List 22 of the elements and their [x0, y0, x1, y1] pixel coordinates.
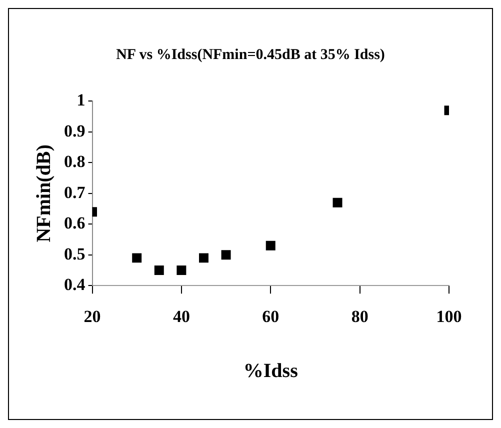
y-tick-label: 0.7: [64, 182, 86, 202]
point: [176, 265, 186, 275]
y-tick-label: 0.9: [64, 121, 86, 140]
point: [221, 250, 231, 260]
y-tick-label: 0.8: [64, 152, 86, 172]
x-tick-label: 100: [436, 307, 462, 326]
chart-title: NF vs %Idss(NFmin=0.45dB at 35% Idss): [115, 46, 386, 65]
y-tick-label: 0.4: [64, 274, 86, 294]
point: [332, 198, 342, 208]
y-tick-label: 0.6: [64, 214, 86, 233]
y-tick-label: 0.5: [64, 244, 86, 264]
point: [266, 240, 276, 250]
point: [198, 253, 208, 263]
x-tick-label: 20: [84, 307, 101, 326]
y-tick-label: 1: [76, 90, 86, 110]
x-tick-label: 40: [172, 307, 190, 326]
y-axis-title: NFmin(dB): [33, 144, 56, 242]
x-axis-title: %Idss: [243, 360, 298, 382]
x-tick-label: 60: [262, 307, 280, 326]
point: [154, 265, 164, 275]
point: [132, 253, 142, 263]
x-tick-label: 80: [351, 307, 368, 326]
